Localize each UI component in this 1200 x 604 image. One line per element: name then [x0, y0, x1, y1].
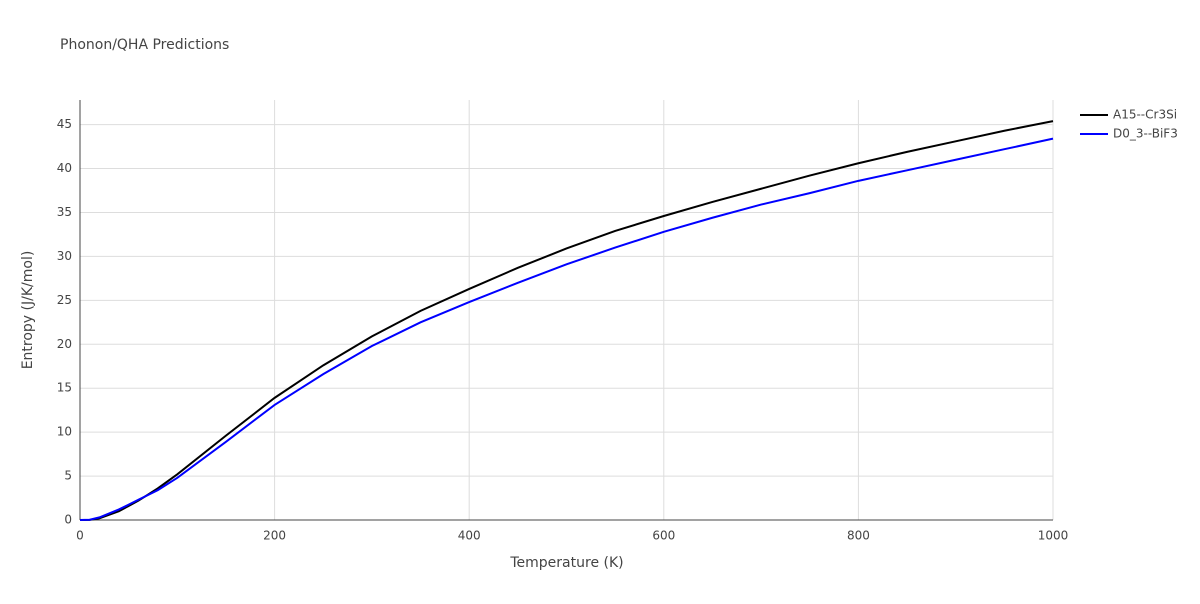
y-tick-label: 20	[57, 337, 72, 351]
y-tick-label: 10	[57, 425, 72, 439]
y-axis-title: Entropy (J/K/mol)	[20, 251, 36, 370]
chart-title: Phonon/QHA Predictions	[60, 37, 229, 53]
legend-label: D0_3--BiF3	[1113, 127, 1178, 141]
x-tick-label: 0	[76, 529, 84, 543]
x-tick-label: 400	[458, 529, 481, 543]
y-tick-label: 45	[57, 117, 72, 131]
series-line	[79, 120, 1054, 521]
series-line	[79, 137, 1054, 521]
y-tick-label: 35	[57, 205, 72, 219]
x-tick-label: 1000	[1038, 529, 1069, 543]
y-tick-label: 0	[64, 513, 72, 527]
legend-label: A15--Cr3Si	[1113, 108, 1177, 122]
y-tick-label: 30	[57, 249, 72, 263]
y-tick-label: 40	[57, 161, 72, 175]
x-tick-label: 200	[263, 529, 286, 543]
y-tick-label: 25	[57, 293, 72, 307]
x-tick-label: 600	[652, 529, 675, 543]
x-tick-label: 800	[847, 529, 870, 543]
x-axis-title: Temperature (K)	[509, 555, 623, 571]
y-tick-label: 15	[57, 381, 72, 395]
y-tick-label: 5	[64, 469, 72, 483]
